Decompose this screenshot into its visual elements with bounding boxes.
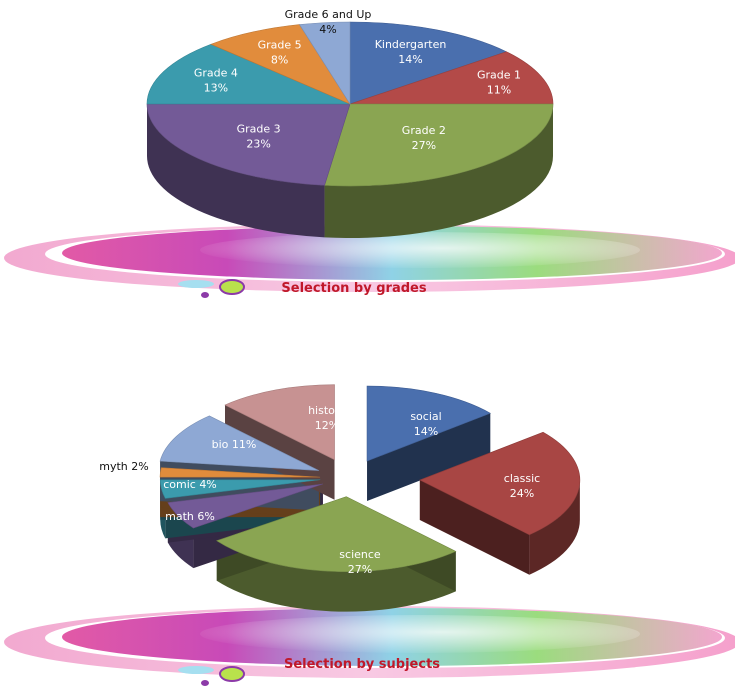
- caption-grades: Selection by grades: [281, 281, 426, 296]
- slice-label-bio: bio 11%: [212, 438, 257, 451]
- pie-chart-grades: Kindergarten 14% Grade 1 11% Grade 2 27% Grade…: [146, 8, 554, 238]
- slice-value-grade-5: 8%: [271, 53, 288, 66]
- slice-grade-6-and-up: [299, 21, 351, 106]
- slice-value-history: 12%: [315, 419, 339, 432]
- slice-label-grade-1: Grade 1: [477, 68, 521, 81]
- slice-label-science: science: [339, 548, 381, 561]
- slice-cut-classic-1: [419, 480, 530, 575]
- slice-value-kindergarten: 14%: [398, 53, 422, 66]
- slice-label-myth: myth 2%: [99, 460, 148, 473]
- slice-value-grade-6-and-up: 4%: [319, 23, 336, 36]
- pie-chart-subjects: social 14% classic 24% science 27% math 6% comi…: [99, 384, 581, 612]
- slice-math: [167, 483, 323, 529]
- slice-value-grade-2: 27%: [412, 139, 436, 152]
- slice-label-grade-4: Grade 4: [194, 67, 238, 80]
- caption-subjects: Selection by subjects: [284, 657, 440, 672]
- slice-label-grade-5: Grade 5: [258, 38, 302, 51]
- slice-side-science: [216, 540, 456, 612]
- slice-side-classic: [529, 480, 580, 575]
- slice-value-classic: 24%: [510, 487, 534, 500]
- slice-science: [216, 496, 457, 572]
- slice-myth: [159, 467, 321, 478]
- decor-pad-subjects: [4, 606, 735, 686]
- slice-label-math: math 6%: [165, 510, 215, 523]
- slice-side-grade-3: [147, 104, 325, 238]
- slice-label-grade-3: Grade 3: [237, 123, 281, 136]
- slice-bio: [159, 415, 319, 471]
- slice-grade-3: [146, 103, 351, 186]
- slice-label-grade-6-and-up: Grade 6 and Up: [285, 8, 372, 21]
- slice-classic: [419, 431, 581, 536]
- slice-label-grade-2: Grade 2: [402, 124, 446, 137]
- slice-value-grade-1: 11%: [487, 83, 511, 96]
- slice-history: [224, 384, 335, 461]
- slice-value-science: 27%: [348, 563, 372, 576]
- slice-value-social: 14%: [414, 425, 438, 438]
- slice-grade-1: [349, 51, 554, 105]
- slice-label-social: social: [410, 410, 441, 423]
- slice-label-kindergarten: Kindergarten: [375, 38, 447, 51]
- slice-label-history: history: [308, 404, 346, 417]
- slice-grade-5: [210, 24, 351, 105]
- slice-cut-social-1: [367, 413, 491, 502]
- slice-kindergarten: [349, 21, 508, 105]
- slice-grade-2: [324, 103, 554, 187]
- slice-label-comic: comic 4%: [163, 478, 217, 491]
- decor-pad-grades: [4, 224, 735, 298]
- slice-comic: [159, 479, 321, 499]
- slice-grade-4: [146, 43, 351, 105]
- slice-value-grade-3: 23%: [246, 138, 270, 151]
- slice-social: [366, 385, 492, 462]
- slice-side-grade-2: [324, 104, 553, 238]
- slice-label-classic: classic: [504, 472, 540, 485]
- slice-value-grade-4: 13%: [204, 82, 228, 95]
